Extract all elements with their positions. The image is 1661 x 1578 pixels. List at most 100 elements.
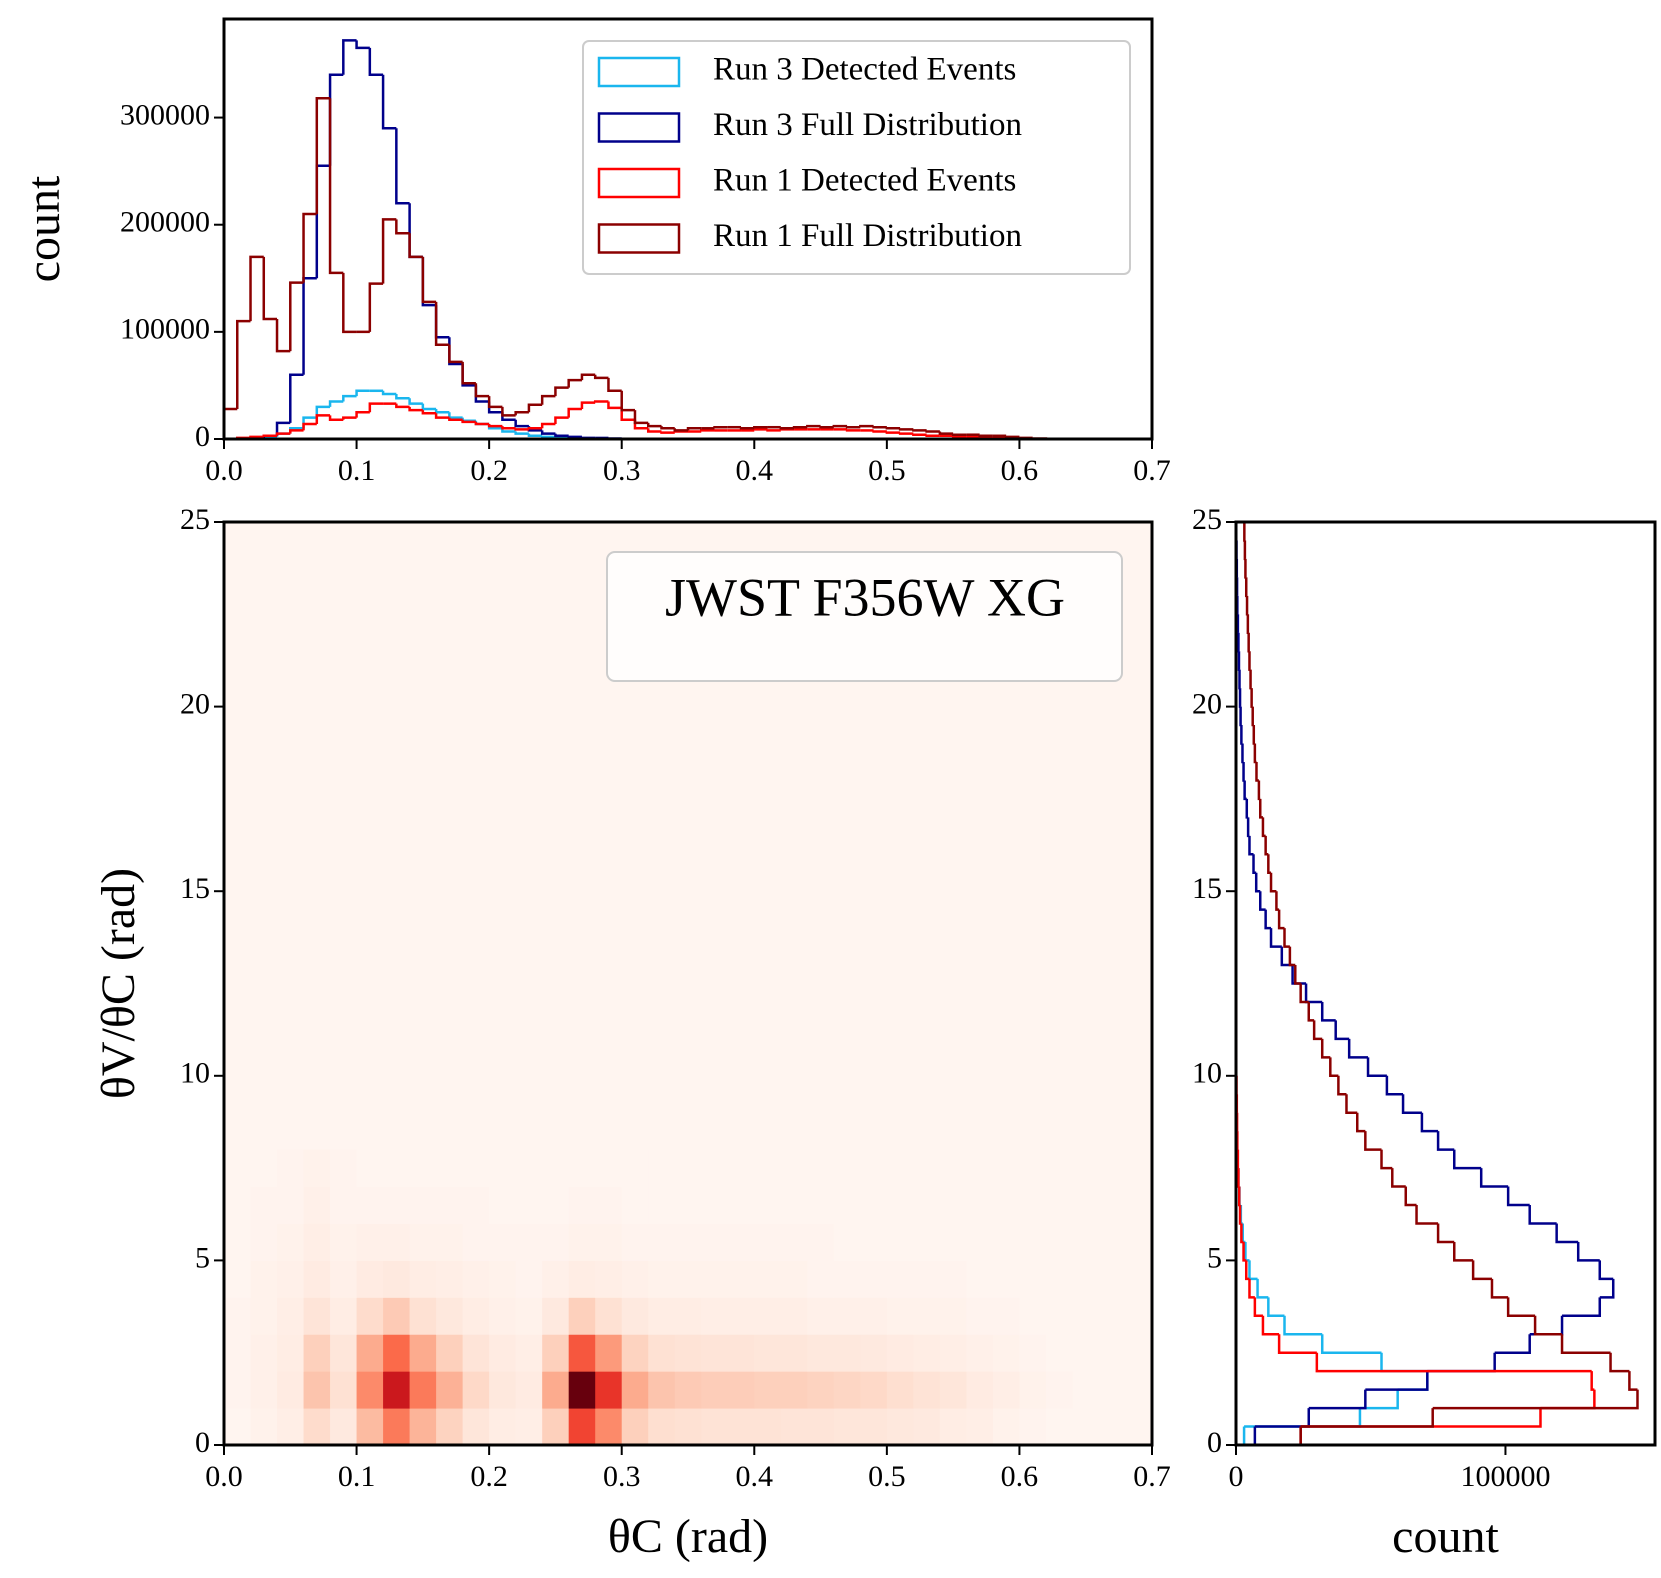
heatmap-cell — [807, 1260, 835, 1298]
heatmap-cell — [701, 1186, 729, 1224]
heatmap-cell — [992, 1186, 1020, 1224]
heatmap-cell — [674, 1149, 702, 1188]
histogram-bin — [1404, 1186, 1417, 1207]
heatmap-cell — [727, 1223, 755, 1261]
heatmap-cell — [330, 1297, 358, 1335]
histogram-bin — [580, 401, 596, 409]
x-tick-label: 0.0 — [205, 454, 243, 487]
histogram-bin — [885, 427, 901, 430]
histogram-bin — [1385, 1075, 1404, 1096]
heatmap-cell — [780, 1260, 808, 1298]
histogram-bin — [1599, 1278, 1615, 1299]
heatmap-cell — [860, 1408, 888, 1446]
histogram-bin — [368, 282, 384, 332]
x-tick-label: 0.2 — [470, 454, 508, 487]
heatmap-cell — [966, 1186, 994, 1224]
heatmap-cell — [542, 1297, 570, 1335]
heatmap-cell — [833, 1149, 861, 1188]
histogram-bin — [434, 301, 450, 346]
heatmap-cell — [886, 1260, 914, 1298]
histogram-bin — [1264, 835, 1269, 856]
histogram-bin — [501, 406, 516, 417]
histogram-bin — [898, 432, 914, 435]
heatmap-cell — [727, 1371, 755, 1409]
heatmap-cell — [886, 1297, 914, 1335]
heatmap-cell — [886, 1223, 914, 1261]
histogram-bin — [1356, 1112, 1366, 1133]
histogram-bin — [951, 433, 967, 436]
histogram-bin — [1401, 1094, 1422, 1114]
heatmap-cell — [330, 1334, 358, 1372]
heatmap-cell — [939, 1223, 967, 1261]
legend-box — [582, 40, 1131, 275]
x-tick-label: 0.5 — [868, 454, 906, 487]
heatmap-cell — [939, 1297, 967, 1335]
histogram-bin — [1506, 1186, 1530, 1207]
histogram-bin — [1420, 1112, 1439, 1133]
heatmap-cell — [515, 1149, 543, 1188]
heatmap-cell — [674, 1297, 702, 1335]
heatmap-cell — [568, 1260, 596, 1298]
histogram-bin — [1436, 1223, 1455, 1244]
heatmap-cell — [568, 1334, 596, 1372]
heatmap-cell — [224, 1223, 252, 1261]
heatmap-cell — [780, 1223, 808, 1261]
heatmap-cell — [939, 1260, 967, 1298]
histogram-bin — [580, 373, 596, 381]
histogram-bin — [1242, 1241, 1247, 1262]
histogram-bin — [527, 427, 543, 430]
heatmap-cell — [383, 1408, 411, 1446]
histogram-bin — [1253, 743, 1257, 764]
histogram-bin — [1277, 1334, 1317, 1354]
heatmap-cell — [356, 1297, 384, 1335]
heatmap-cell — [674, 1223, 702, 1261]
histogram-bin — [342, 39, 357, 75]
y-tick-label: 15 — [1192, 872, 1222, 905]
histogram-bin — [660, 431, 675, 434]
heatmap-cell — [1045, 1149, 1073, 1188]
heatmap-cell — [807, 1223, 835, 1261]
histogram-bin — [845, 429, 861, 432]
heatmap-cell — [754, 1371, 782, 1409]
histogram-bin — [1337, 1075, 1347, 1096]
heatmap-cell — [648, 1334, 676, 1372]
histogram-bin — [368, 402, 384, 413]
histogram-bin — [395, 403, 410, 409]
histogram-bin — [1334, 1020, 1350, 1041]
histogram-bin — [633, 410, 649, 425]
heatmap-cell — [1045, 1297, 1073, 1335]
histogram-bin — [1628, 1371, 1638, 1391]
heatmap-cell — [303, 1149, 331, 1188]
heatmap-cell — [1019, 1186, 1047, 1224]
x-tick-label: 0.2 — [470, 1460, 508, 1493]
heatmap-cell — [409, 1260, 437, 1298]
histogram-bin — [872, 425, 887, 429]
y-tick-label: 20 — [180, 687, 210, 720]
heatmap-cell — [674, 1186, 702, 1224]
axes-frame — [1234, 520, 1657, 1447]
histogram-bin — [1380, 1149, 1393, 1170]
heatmap-cell — [250, 1334, 278, 1372]
heatmap-cell — [515, 1297, 543, 1335]
histogram-bin — [832, 424, 848, 428]
y-tick-label: 100000 — [120, 313, 210, 346]
histogram-bin — [1380, 1352, 1428, 1373]
histogram-bin — [1506, 1297, 1536, 1318]
histogram-bin — [355, 40, 370, 50]
histogram-bin — [1255, 761, 1259, 782]
heatmap-cell — [780, 1334, 808, 1372]
histogram-bin — [1252, 725, 1256, 745]
heatmap-cell — [992, 1149, 1020, 1188]
histogram-bin — [275, 319, 291, 353]
legend-patch — [597, 112, 681, 143]
heatmap-cell — [621, 1297, 649, 1335]
histogram-bin — [1236, 1426, 1302, 1447]
histogram-bin — [554, 416, 569, 424]
heatmap-cell — [701, 1297, 729, 1335]
histogram-bin — [620, 390, 635, 412]
histogram-bin — [1598, 1260, 1614, 1281]
heatmap-cell — [568, 1186, 596, 1224]
histogram-bin — [978, 434, 993, 438]
x-tick-label: 0.4 — [736, 454, 774, 487]
